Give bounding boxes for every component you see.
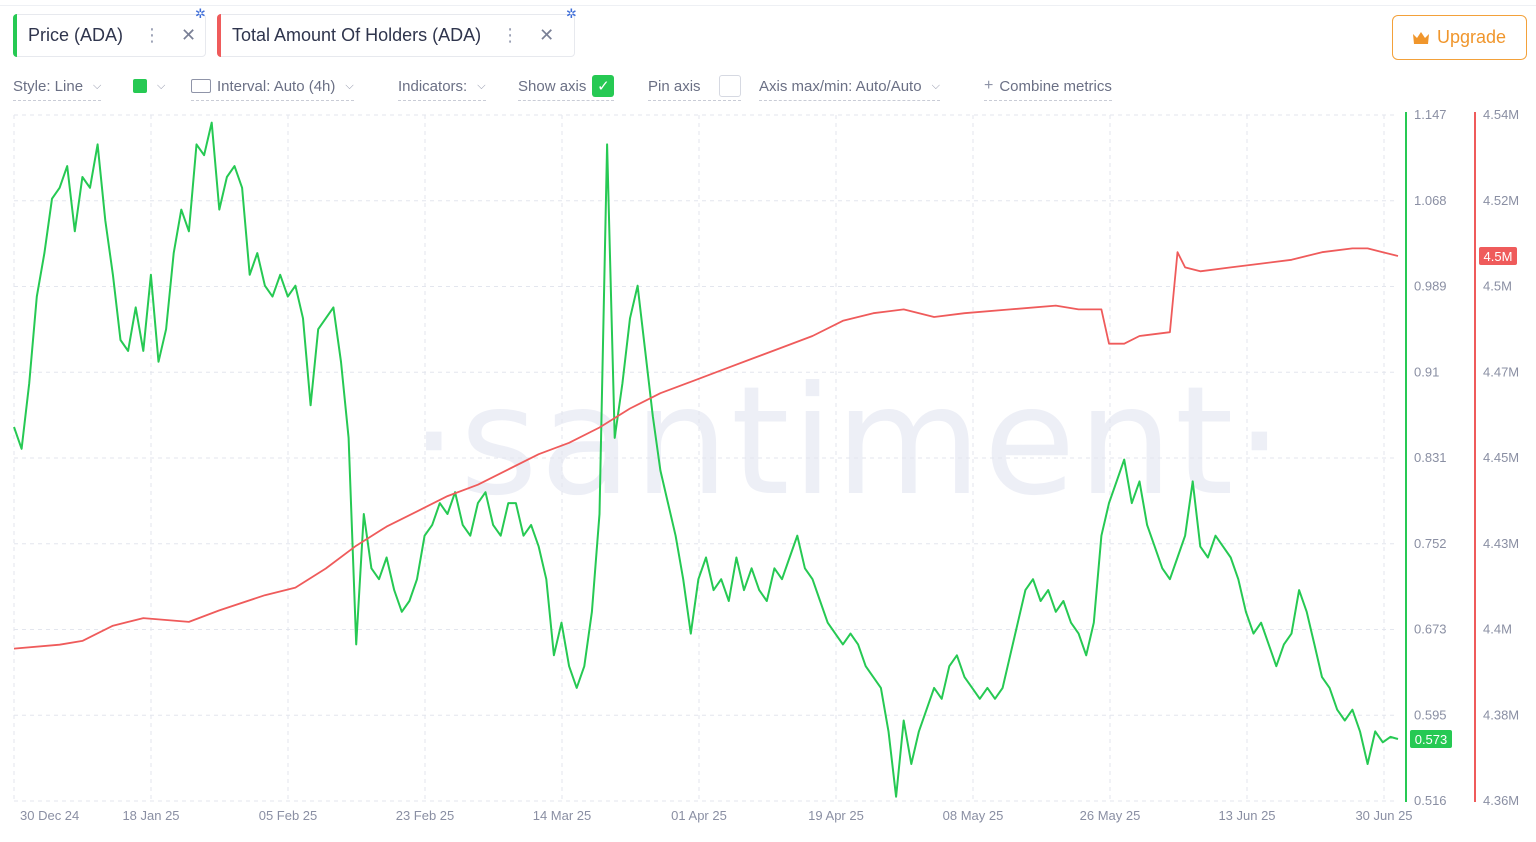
checkbox-unchecked-icon[interactable] <box>718 75 741 97</box>
holders-tick-label: 4.45M <box>1483 450 1519 465</box>
close-icon[interactable]: ✕ <box>539 25 555 45</box>
x-tick-label: 18 Jan 25 <box>122 808 179 823</box>
color-swatch <box>133 79 147 93</box>
pin-axis-label: Pin axis <box>648 77 701 95</box>
color-picker[interactable]: ⌵ <box>133 72 165 100</box>
interval-label: Interval: Auto (4h) <box>217 77 336 95</box>
indicators-dropdown[interactable]: Indicators: ⌵ <box>398 72 486 101</box>
price-last-value-badge <box>1410 730 1452 749</box>
holders-tick-label: 4.43M <box>1483 536 1519 551</box>
x-tick-label: 14 Mar 25 <box>533 808 592 823</box>
chevron-down-icon: ⌵ <box>345 79 354 92</box>
upgrade-button[interactable]: Upgrade <box>1392 15 1527 60</box>
metric-label: Total Amount Of Holders (ADA) <box>232 25 482 45</box>
price-holders-chart[interactable]: 30 Dec 24 18 Jan 25 05 Feb 25 23 Feb 25 14 M… <box>0 100 1536 840</box>
ruler-icon <box>191 79 211 93</box>
price-last-value-label: 0.573 <box>1415 732 1448 747</box>
chart-toolbar: Style: Line ⌵ ⌵ Interval: Auto (4h) ⌵ In… <box>0 72 1200 101</box>
price-tick-label: 0.595 <box>1414 707 1447 722</box>
chevron-down-icon: ⌵ <box>931 79 940 92</box>
holders-tick-label: 4.54M <box>1483 107 1519 122</box>
holders-tick-label: 4.52M <box>1483 193 1519 208</box>
price-series-line <box>13 121 1399 798</box>
x-tick-label: 23 Feb 25 <box>396 808 455 823</box>
more-options-icon[interactable]: ⋮ <box>501 25 520 45</box>
holders-series-line <box>13 247 1399 650</box>
price-tick-label: 0.673 <box>1414 622 1447 637</box>
chevron-down-icon: ⌵ <box>477 79 486 92</box>
show-axis-label: Show axis <box>518 77 587 95</box>
top-divider <box>0 5 1536 6</box>
x-tick-label: 13 Jun 25 <box>1218 808 1275 823</box>
holders-last-value-badge <box>1479 247 1517 266</box>
x-tick-label: 08 May 25 <box>943 808 1004 823</box>
price-tick-label: 0.516 <box>1414 793 1447 808</box>
x-tick-label: 26 May 25 <box>1080 808 1141 823</box>
plus-icon: + <box>984 77 994 94</box>
price-tick-label: 1.147 <box>1414 107 1447 122</box>
holders-tick-label: 4.38M <box>1483 707 1519 722</box>
x-tick-label: 30 Dec 24 <box>20 808 79 823</box>
x-tick-label: 30 Jun 25 <box>1355 808 1412 823</box>
metric-tab-price[interactable]: Price (ADA) ⋮ ✕ ✲ <box>13 6 206 57</box>
x-tick-label: 01 Apr 25 <box>671 808 727 823</box>
more-options-icon[interactable]: ⋮ <box>143 25 162 45</box>
style-dropdown[interactable]: Style: Line ⌵ <box>13 72 102 101</box>
indicators-label: Indicators: <box>398 77 468 95</box>
x-tick-label: 19 Apr 25 <box>808 808 864 823</box>
holders-last-value-label: 4.5M <box>1484 249 1513 264</box>
price-tick-label: 0.989 <box>1414 279 1447 294</box>
pin-axis-toggle[interactable]: Pin axis <box>648 72 741 101</box>
price-tick-label: 0.752 <box>1414 536 1447 551</box>
close-icon[interactable]: ✕ <box>181 25 197 45</box>
crown-icon <box>1412 31 1429 44</box>
price-tick-label: 0.831 <box>1414 450 1447 465</box>
price-tick-label: 0.91 <box>1414 364 1439 379</box>
chevron-down-icon: ⌵ <box>93 79 102 92</box>
metric-label: Price (ADA) <box>28 25 124 45</box>
holders-tick-label: 4.5M <box>1483 279 1512 294</box>
settings-icon[interactable]: ✲ <box>195 6 206 21</box>
chevron-down-icon: ⌵ <box>157 79 166 92</box>
x-tick-label: 05 Feb 25 <box>259 808 318 823</box>
style-label: Style: Line <box>13 77 84 95</box>
holders-tick-label: 4.36M <box>1483 793 1519 808</box>
combine-metrics-button[interactable]: + Combine metrics <box>984 72 1112 101</box>
combine-label: Combine metrics <box>999 77 1112 95</box>
show-axis-toggle[interactable]: Show axis ✓ <box>518 72 615 101</box>
axis-maxmin-label: Axis max/min: Auto/Auto <box>759 77 922 95</box>
settings-icon[interactable]: ✲ <box>566 6 577 21</box>
metric-color-stripe <box>217 14 221 57</box>
upgrade-label: Upgrade <box>1436 27 1507 47</box>
axis-maxmin-dropdown[interactable]: Axis max/min: Auto/Auto ⌵ <box>759 72 940 101</box>
checkbox-checked-icon[interactable]: ✓ <box>592 75 615 97</box>
metric-color-stripe <box>13 14 17 57</box>
holders-tick-label: 4.4M <box>1483 622 1512 637</box>
holders-tick-label: 4.47M <box>1483 364 1519 379</box>
metric-tab-holders[interactable]: Total Amount Of Holders (ADA) ⋮ ✕ ✲ <box>217 6 577 57</box>
interval-dropdown[interactable]: Interval: Auto (4h) ⌵ <box>191 72 354 101</box>
price-tick-label: 1.068 <box>1414 193 1447 208</box>
